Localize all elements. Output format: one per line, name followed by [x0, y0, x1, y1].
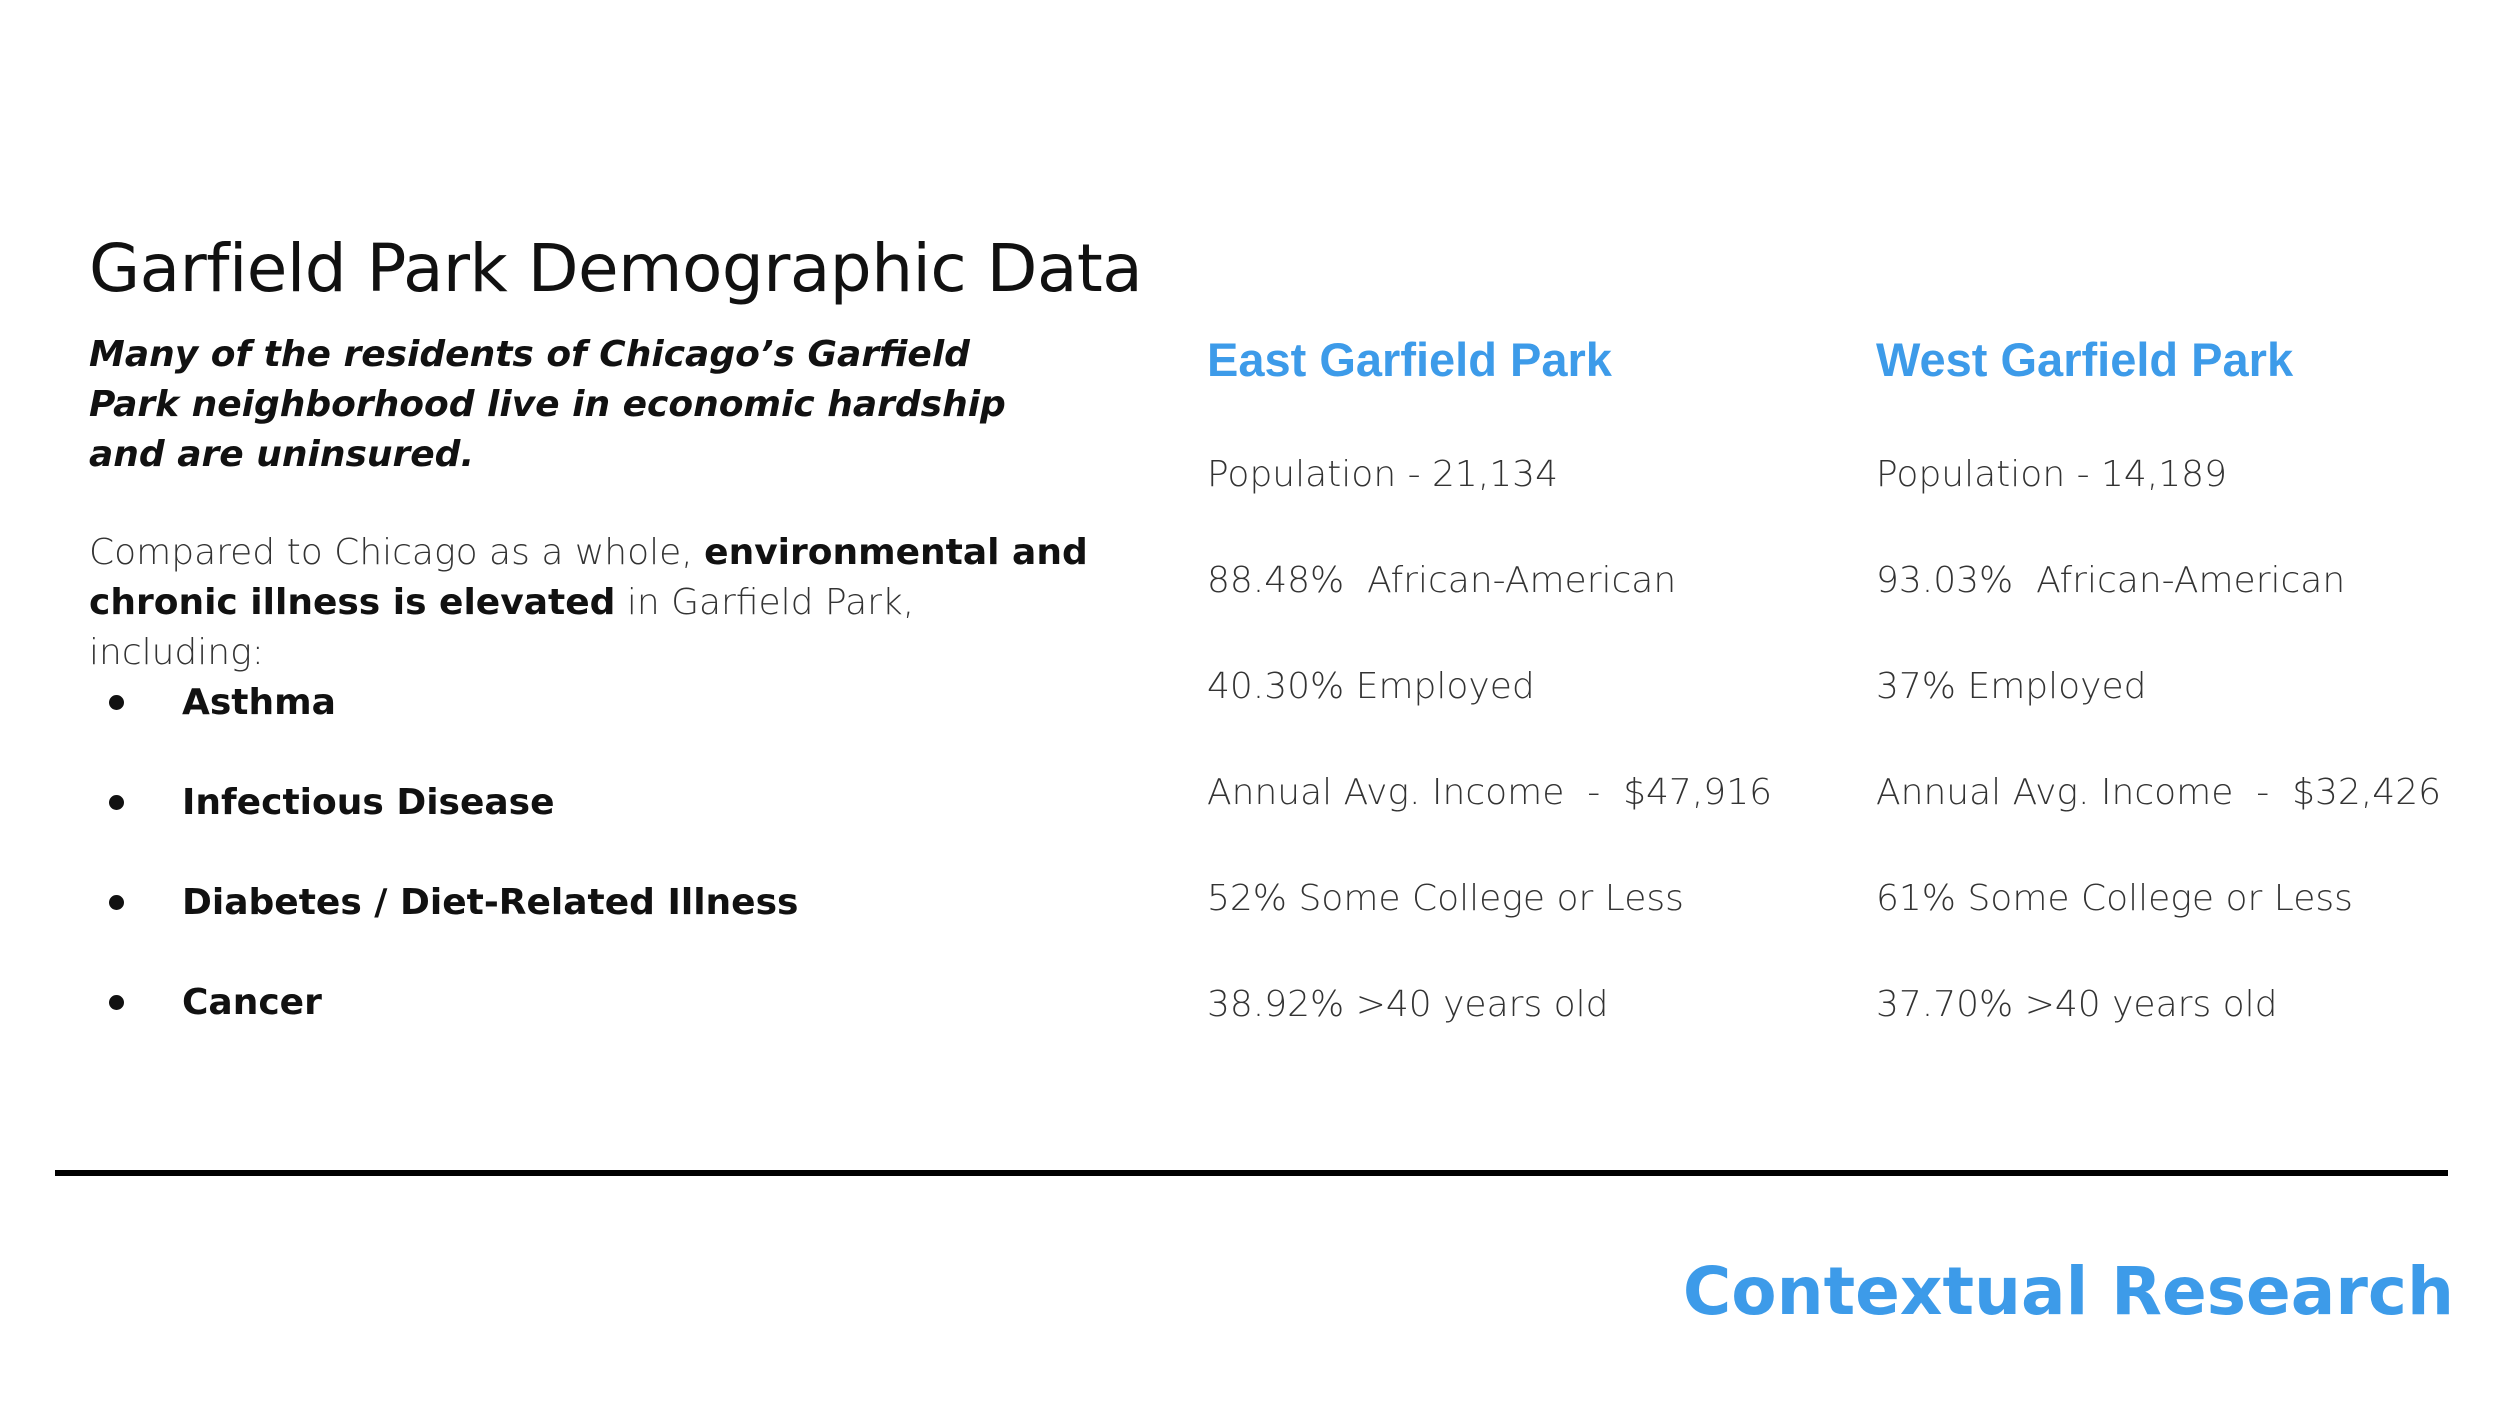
bullet-icon: [109, 795, 124, 810]
stat-income: Annual Avg. Income - $32,426: [1876, 772, 2441, 813]
stat-employed: 37% Employed: [1876, 666, 2147, 707]
stat-education: 52% Some College or Less: [1207, 878, 1684, 919]
illness-label: Diabetes / Diet-Related Illness: [182, 882, 799, 923]
comparison-prefix: Compared to Chicago as a whole,: [89, 532, 705, 573]
stat-population: Population - 21,134: [1207, 454, 1558, 495]
west-heading: West Garfield Park: [1876, 333, 2294, 386]
intro-text: Many of the residents of Chicago’s Garfi…: [89, 334, 1006, 475]
illness-label: Cancer: [182, 982, 322, 1023]
bullet-icon: [109, 695, 124, 710]
section-label: Contextual Research: [1682, 1253, 2454, 1330]
stat-population: Population - 14,189: [1876, 454, 2227, 495]
page-title: Garfield Park Demographic Data: [89, 230, 1143, 308]
stat-age: 37.70% >40 years old: [1876, 984, 2278, 1025]
divider-line: [55, 1170, 2448, 1176]
bullet-icon: [109, 995, 124, 1010]
east-stats-list: Population - 21,134 88.48% African-Ameri…: [1207, 450, 1772, 1086]
stat-african-american: 93.03% African-American: [1876, 560, 2346, 601]
west-stats-list: Population - 14,189 93.03% African-Ameri…: [1876, 450, 2441, 1086]
stat-education: 61% Some College or Less: [1876, 878, 2353, 919]
stat-income: Annual Avg. Income - $47,916: [1207, 772, 1772, 813]
stat-african-american: 88.48% African-American: [1207, 560, 1677, 601]
stat-age: 38.92% >40 years old: [1207, 984, 1609, 1025]
comparison-emphasis: environmental and chronic illness is ele…: [89, 532, 1088, 623]
east-heading: East Garfield Park: [1207, 333, 1612, 386]
east-garfield-column: East Garfield Park Population - 21,134 8…: [1207, 328, 1887, 1025]
illness-label: Asthma: [182, 682, 336, 723]
stat-employed: 40.30% Employed: [1207, 666, 1535, 707]
bullet-icon: [109, 895, 124, 910]
comparison-text: Compared to Chicago as a whole, environm…: [89, 528, 1089, 678]
comparison-suffix: in Garfield Park, including:: [89, 582, 915, 673]
west-garfield-column: West Garfield Park Population - 14,189 9…: [1876, 328, 2500, 1025]
illness-label: Infectious Disease: [182, 782, 555, 823]
